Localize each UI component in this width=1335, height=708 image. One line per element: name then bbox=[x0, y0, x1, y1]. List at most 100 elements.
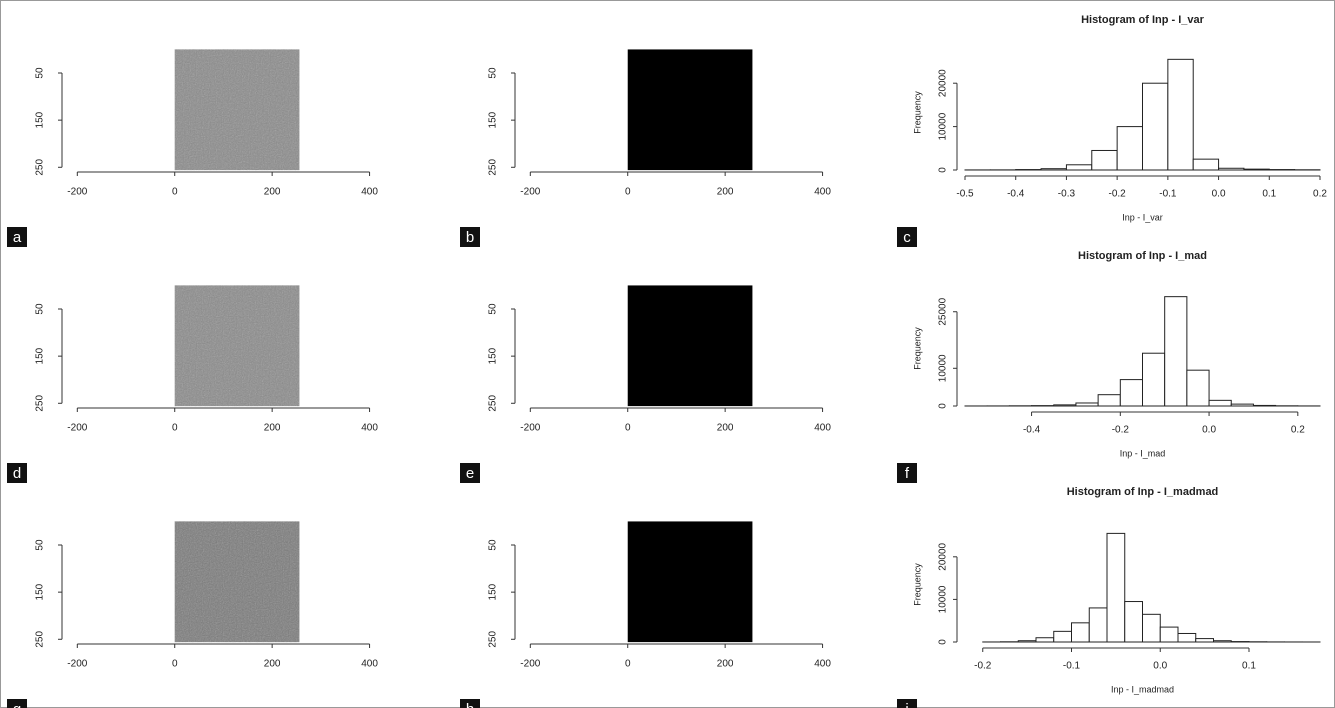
x-tick-label: 200 bbox=[717, 423, 734, 434]
x-tick-label: -200 bbox=[67, 659, 87, 670]
y-tick-label: 50 bbox=[35, 303, 46, 315]
x-tick-label: 0 bbox=[172, 423, 178, 434]
bar bbox=[1116, 126, 1143, 171]
y-tick-label: 50 bbox=[488, 539, 499, 551]
bar bbox=[1195, 638, 1214, 643]
x-tick-label: -0.5 bbox=[956, 189, 974, 200]
x-tick-label: 0.1 bbox=[1262, 189, 1276, 200]
y-tick-label: 150 bbox=[488, 347, 499, 364]
bar bbox=[1075, 402, 1099, 407]
x-tick-label: 0 bbox=[172, 187, 178, 198]
y-tick-label: 0 bbox=[938, 639, 949, 645]
image bbox=[627, 521, 753, 643]
y-tick-label: 25000 bbox=[938, 297, 949, 325]
bar bbox=[1218, 167, 1245, 171]
y-tick-label: 0 bbox=[938, 403, 949, 409]
x-tick-label: 0.0 bbox=[1153, 661, 1167, 672]
x-tick-label: -200 bbox=[520, 423, 540, 434]
x-tick-label: -0.4 bbox=[1007, 189, 1025, 200]
bar bbox=[1208, 399, 1232, 407]
x-tick-label: 400 bbox=[361, 659, 378, 670]
x-tick-label: 400 bbox=[361, 423, 378, 434]
y-tick-label: 250 bbox=[488, 395, 499, 412]
image bbox=[627, 49, 753, 171]
bar bbox=[1119, 379, 1143, 407]
bar bbox=[1142, 613, 1161, 643]
panel-label-box bbox=[897, 699, 917, 708]
y-tick-label: 50 bbox=[488, 67, 499, 79]
x-tick-label: 200 bbox=[264, 423, 281, 434]
bar bbox=[1097, 394, 1121, 407]
bar bbox=[1230, 403, 1254, 407]
bar bbox=[1213, 640, 1232, 643]
x-tick-label: -0.4 bbox=[1023, 425, 1041, 436]
panel-label: f bbox=[905, 465, 910, 482]
bar bbox=[1088, 607, 1108, 643]
y-tick-label: 250 bbox=[35, 395, 46, 412]
bar bbox=[1053, 404, 1077, 407]
x-tick-label: 200 bbox=[717, 659, 734, 670]
panel-label-box bbox=[7, 463, 27, 483]
x-tick-label: 0.1 bbox=[1242, 661, 1256, 672]
y-tick-label: 150 bbox=[35, 347, 46, 364]
y-axis-label: Frequency bbox=[912, 91, 922, 134]
bar bbox=[1177, 632, 1197, 643]
x-axis-label: Inp - I_madmad bbox=[1111, 684, 1174, 694]
x-tick-label: 400 bbox=[814, 423, 831, 434]
panel-label-box bbox=[7, 227, 27, 247]
y-tick-label: 150 bbox=[35, 583, 46, 600]
image-texture bbox=[174, 285, 300, 407]
x-tick-label: 400 bbox=[361, 187, 378, 198]
x-tick-label: -0.2 bbox=[974, 661, 992, 672]
x-tick-label: -0.2 bbox=[1112, 425, 1130, 436]
x-tick-label: -200 bbox=[520, 187, 540, 198]
bar bbox=[1065, 164, 1093, 171]
panel-label: h bbox=[466, 701, 474, 708]
panel-label: e bbox=[466, 465, 474, 482]
bar bbox=[1040, 168, 1067, 171]
panel-label-box bbox=[897, 463, 917, 483]
x-tick-label: -0.1 bbox=[1159, 189, 1177, 200]
x-tick-label: -0.3 bbox=[1058, 189, 1076, 200]
y-tick-label: 50 bbox=[35, 67, 46, 79]
x-tick-label: -200 bbox=[67, 423, 87, 434]
panel-label: i bbox=[905, 701, 908, 708]
panel-label-box bbox=[897, 227, 917, 247]
x-tick-label: 0 bbox=[625, 423, 631, 434]
bar bbox=[1106, 532, 1126, 643]
panel-label: g bbox=[13, 701, 21, 708]
x-tick-label: 400 bbox=[814, 659, 831, 670]
bar bbox=[1124, 601, 1143, 643]
x-tick-label: -200 bbox=[67, 187, 87, 198]
bar bbox=[1071, 622, 1090, 643]
panel-label: d bbox=[13, 465, 21, 482]
image bbox=[627, 285, 753, 407]
image-texture bbox=[174, 521, 300, 643]
image-texture bbox=[174, 49, 300, 171]
y-tick-label: 10000 bbox=[938, 354, 949, 382]
x-tick-label: 0.2 bbox=[1313, 189, 1327, 200]
y-tick-label: 50 bbox=[488, 303, 499, 315]
y-axis-label: Frequency bbox=[912, 327, 922, 370]
x-tick-label: 0.0 bbox=[1212, 189, 1226, 200]
bar bbox=[1243, 168, 1270, 171]
x-axis-label: Inp - I_var bbox=[1122, 212, 1163, 222]
x-tick-label: -0.1 bbox=[1063, 661, 1081, 672]
bar bbox=[1017, 640, 1037, 643]
y-tick-label: 10000 bbox=[938, 112, 949, 140]
x-tick-label: 200 bbox=[264, 659, 281, 670]
x-tick-label: 0 bbox=[172, 659, 178, 670]
x-tick-label: 0.2 bbox=[1291, 425, 1305, 436]
y-tick-label: 50 bbox=[35, 539, 46, 551]
bar bbox=[1186, 369, 1210, 407]
x-tick-label: 0 bbox=[625, 659, 631, 670]
chart-title: Histogram of Inp - I_mad bbox=[1078, 250, 1207, 262]
y-tick-label: 20000 bbox=[938, 69, 949, 97]
y-tick-label: 20000 bbox=[938, 542, 949, 570]
x-tick-label: 400 bbox=[814, 187, 831, 198]
y-tick-label: 250 bbox=[488, 159, 499, 176]
panel-label-box bbox=[460, 227, 480, 247]
bar bbox=[1142, 82, 1169, 171]
y-tick-label: 0 bbox=[938, 167, 949, 173]
